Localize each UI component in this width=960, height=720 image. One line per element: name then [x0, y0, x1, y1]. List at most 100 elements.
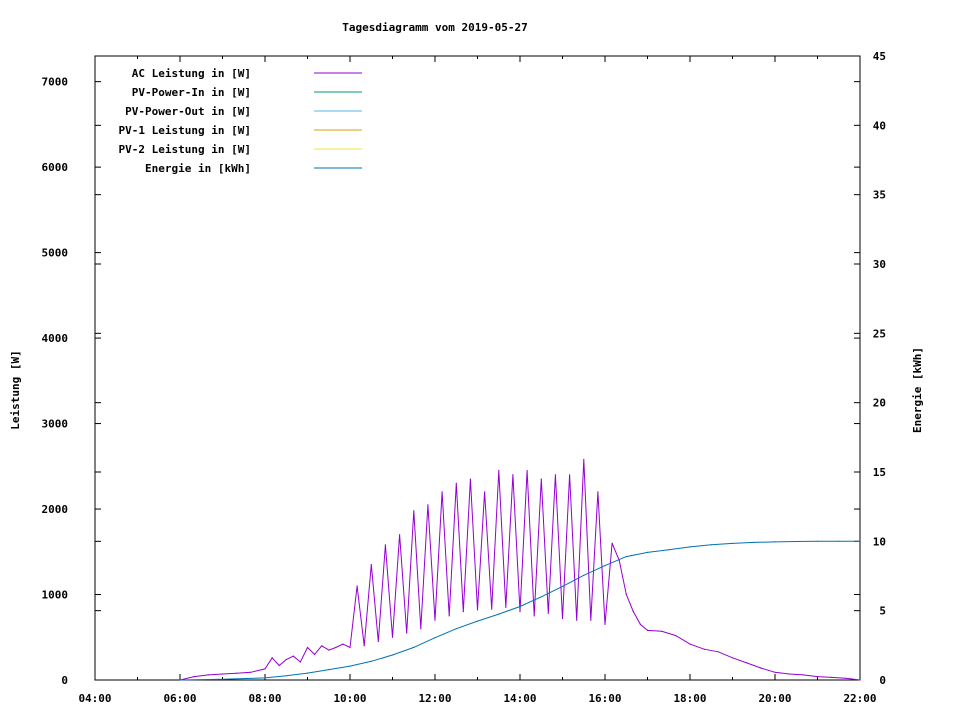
data-point: [420, 628, 422, 630]
x-tick-label: 14:00: [503, 692, 536, 705]
data-point: [278, 664, 280, 667]
data-point: [838, 540, 840, 542]
data-point: [299, 661, 301, 663]
data-point: [632, 611, 634, 613]
data-point: [760, 667, 762, 669]
series-line-ac-leistung: [179, 459, 861, 681]
data-point: [859, 679, 861, 681]
data-point: [207, 674, 209, 676]
data-point: [179, 679, 181, 681]
y2-tick-label: 35: [873, 189, 886, 202]
legend-label: AC Leistung in [W]: [132, 67, 251, 80]
data-point: [413, 646, 415, 649]
data-point: [221, 673, 224, 675]
data-point: [547, 612, 549, 614]
data-point: [498, 613, 500, 615]
data-point: [306, 646, 309, 649]
y2-tick-label: 0: [879, 674, 886, 687]
data-point: [413, 510, 415, 512]
data-point: [625, 593, 627, 596]
x-tick-label: 10:00: [333, 692, 366, 705]
data-point: [391, 636, 394, 638]
y-tick-label: 0: [61, 674, 68, 687]
y2-tick-label: 10: [873, 535, 886, 548]
data-point: [519, 611, 521, 613]
data-point: [788, 673, 790, 675]
y-tick-label: 6000: [42, 161, 69, 174]
data-point: [611, 542, 613, 544]
x-tick-label: 20:00: [758, 692, 791, 705]
data-point: [583, 458, 585, 461]
legend-label: PV-1 Leistung in [W]: [119, 124, 251, 137]
data-point: [427, 504, 429, 506]
data-point: [285, 658, 287, 661]
y-tick-label: 3000: [42, 418, 69, 431]
data-point: [399, 534, 401, 536]
data-point: [342, 643, 344, 645]
data-point: [370, 564, 372, 566]
data-point: [306, 672, 309, 674]
data-point: [689, 643, 691, 645]
y2-tick-label: 5: [879, 605, 886, 618]
data-point: [710, 544, 712, 546]
data-point: [434, 619, 436, 621]
x-tick-label: 12:00: [418, 692, 451, 705]
legend: AC Leistung in [W] PV-Power-In in [W] PV-P…: [119, 67, 362, 175]
data-point: [484, 491, 486, 493]
data-point: [816, 540, 819, 542]
y-axis-left: 0 1000 2000 3000 4000 5000 6000 7000: [42, 76, 860, 687]
data-point: [646, 551, 649, 554]
data-point: [604, 565, 606, 567]
data-point: [576, 619, 578, 621]
data-point: [356, 585, 358, 587]
x-tick-label: 18:00: [673, 692, 706, 705]
data-point: [540, 478, 542, 480]
data-point: [349, 665, 351, 667]
data-point: [512, 474, 514, 476]
data-point: [455, 628, 457, 630]
data-point: [675, 635, 677, 637]
data-point: [505, 606, 507, 608]
legend-label: PV-Power-In in [W]: [132, 86, 251, 99]
data-point: [554, 474, 557, 476]
x-tick-label: 08:00: [248, 692, 281, 705]
data-point: [597, 491, 599, 493]
data-point: [434, 637, 436, 639]
chart-title: Tagesdiagramm vom 2019-05-27: [342, 21, 527, 34]
data-point: [377, 640, 379, 643]
x-tick-label: 06:00: [163, 692, 196, 705]
data-point: [264, 677, 266, 679]
data-point: [321, 645, 323, 647]
data-point: [448, 615, 450, 617]
series-layer: [179, 458, 861, 681]
data-point: [476, 609, 479, 611]
data-point: [753, 541, 755, 544]
data-point: [250, 671, 252, 673]
data-point: [746, 662, 748, 664]
data-point: [774, 541, 776, 543]
y2-tick-label: 30: [873, 258, 886, 271]
data-point: [271, 657, 273, 659]
x-tick-label: 16:00: [588, 692, 621, 705]
y2-axis-label: Energie [kWh]: [911, 347, 924, 433]
data-point: [363, 645, 365, 647]
data-point: [292, 655, 294, 657]
data-point: [491, 608, 493, 610]
data-point: [668, 549, 670, 551]
y-tick-label: 1000: [42, 589, 69, 602]
data-point: [328, 649, 330, 651]
legend-label: PV-2 Leistung in [W]: [119, 143, 251, 156]
data-point: [625, 556, 627, 558]
data-point: [314, 653, 316, 656]
data-point: [462, 611, 464, 613]
data-point: [384, 544, 386, 546]
data-point: [526, 470, 528, 472]
data-point: [349, 646, 351, 649]
data-point: [519, 605, 521, 608]
data-point: [774, 671, 776, 673]
x-tick-label: 04:00: [78, 692, 111, 705]
data-point: [370, 660, 372, 662]
data-point: [717, 651, 719, 653]
y-tick-label: 2000: [42, 503, 69, 516]
